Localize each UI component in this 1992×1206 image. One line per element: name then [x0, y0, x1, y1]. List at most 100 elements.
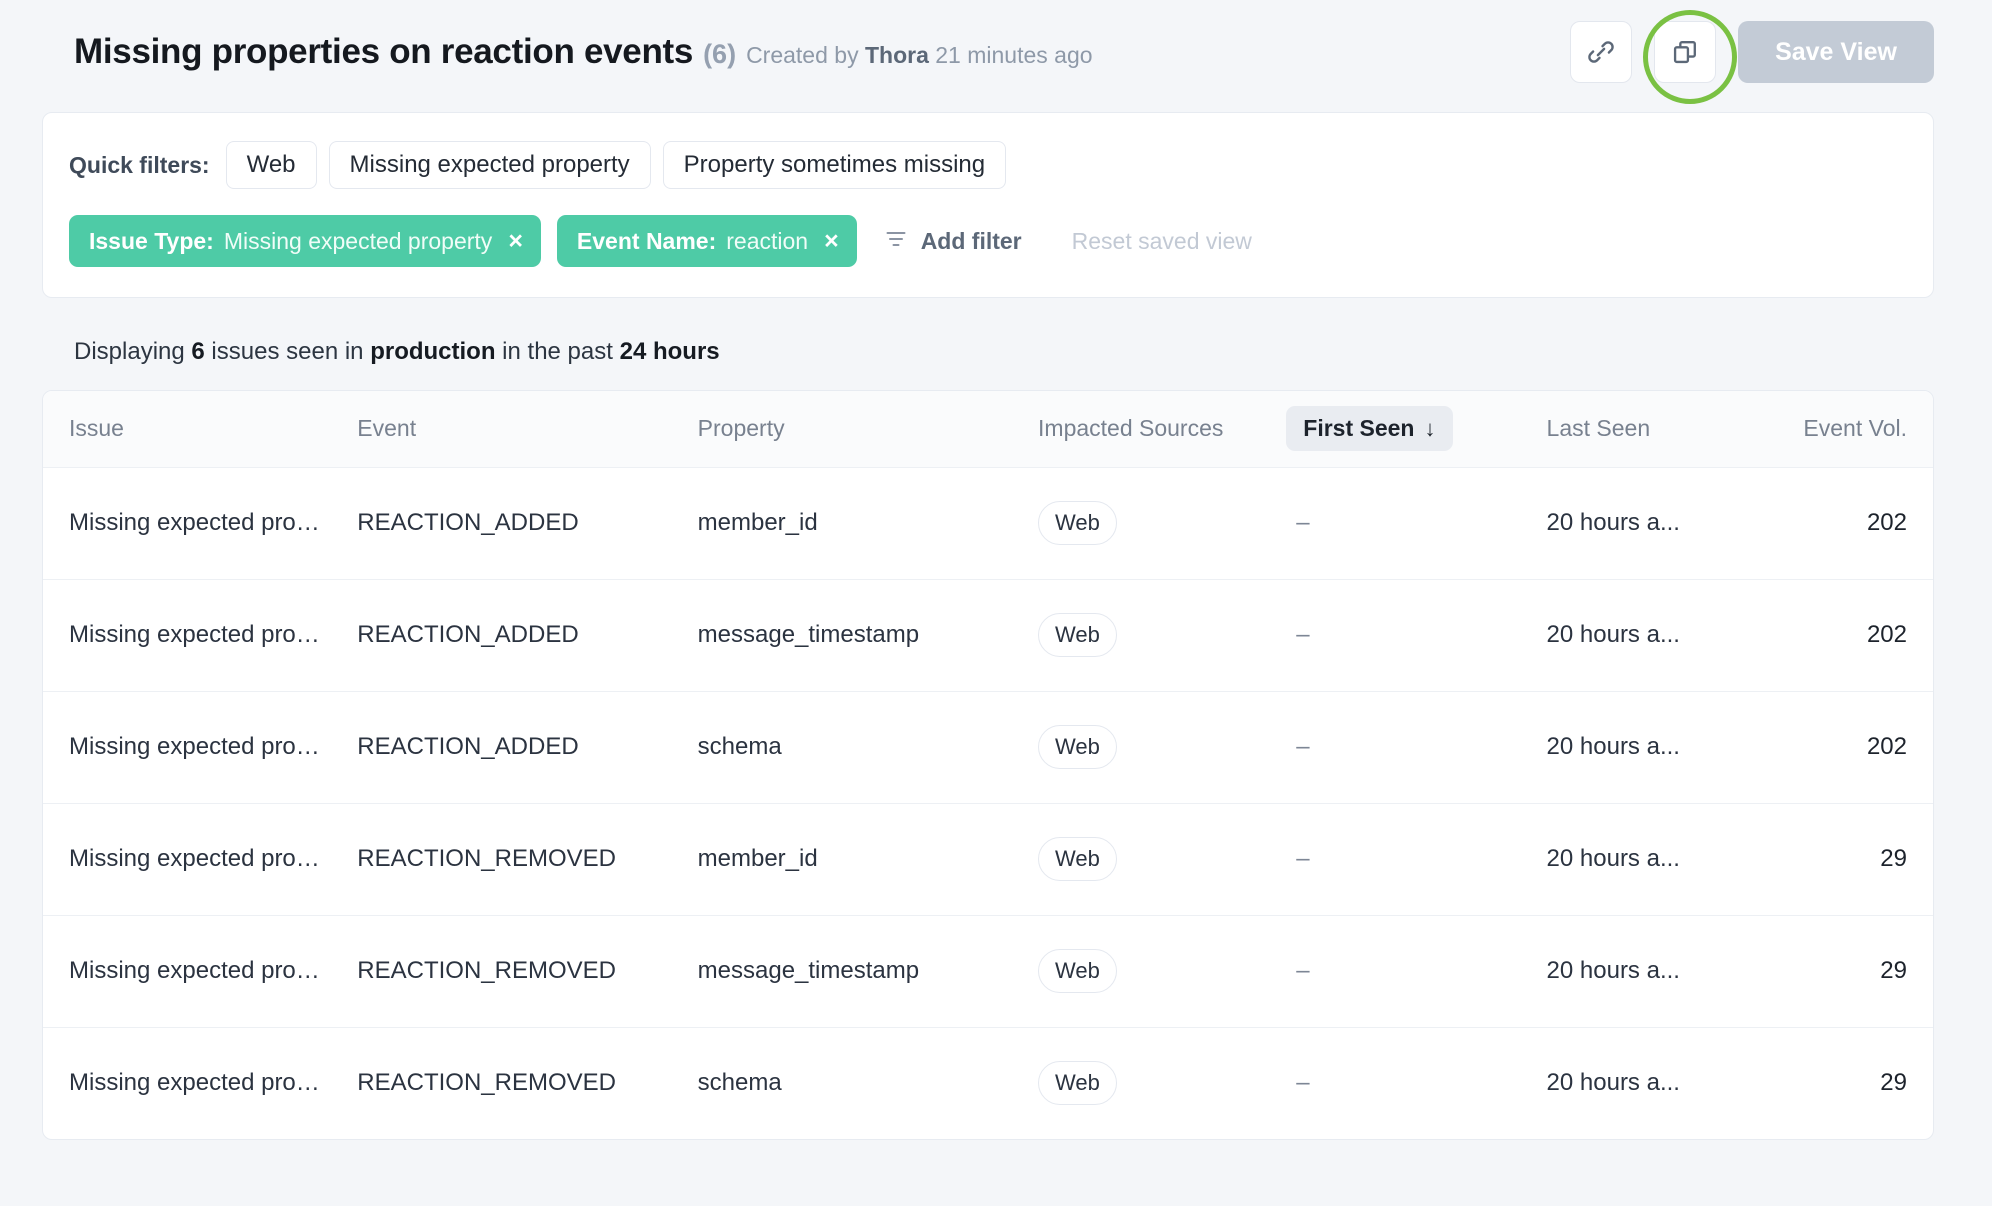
column-header-last-seen[interactable]: Last Seen: [1546, 415, 1651, 442]
source-tag: Web: [1038, 725, 1117, 769]
table-header-row: Issue Event Property Impacted Sources Fi…: [43, 391, 1933, 467]
cell-last-seen: 20 hours a...: [1546, 1069, 1680, 1097]
quick-filter-web[interactable]: Web: [225, 141, 317, 189]
link-icon: [1586, 37, 1616, 67]
cell-last-seen: 20 hours a...: [1546, 621, 1680, 648]
table-row[interactable]: Missing expected property REACTION_REMOV…: [43, 803, 1933, 915]
cell-property: member_id: [697, 845, 818, 872]
cell-last-seen: 20 hours a...: [1546, 845, 1680, 872]
column-header-first-seen-label: First Seen: [1303, 415, 1415, 442]
duplicate-view-button[interactable]: [1643, 10, 1737, 104]
cell-first-seen: –: [1296, 733, 1310, 760]
active-filter-event-name[interactable]: Event Name: reaction ×: [556, 215, 857, 267]
cell-event-volume: 29: [1880, 957, 1907, 984]
source-tag: Web: [1038, 501, 1117, 545]
header-actions: Save View: [1570, 10, 1934, 104]
source-tag: Web: [1038, 949, 1117, 993]
created-by-prefix: Created by: [746, 42, 859, 68]
cell-impacted-sources: Web: [1012, 691, 1270, 803]
summary-environment: production: [370, 338, 496, 365]
cell-event-volume: 202: [1866, 621, 1907, 648]
cell-impacted-sources: Web: [1012, 467, 1270, 579]
cell-property: member_id: [697, 509, 818, 536]
column-header-event[interactable]: Event: [357, 415, 417, 442]
active-filter-event-name-value: reaction: [726, 227, 809, 254]
summary-middle: issues seen in: [211, 338, 364, 365]
cell-event-volume: 29: [1880, 845, 1907, 872]
quick-filters-label: Quick filters:: [69, 151, 210, 178]
cell-property: schema: [697, 1069, 782, 1097]
created-by-time: 21 minutes ago: [935, 42, 1093, 68]
cell-issue: Missing expected property: [69, 1069, 332, 1097]
cell-issue: Missing expected property: [69, 621, 332, 648]
summary-count: 6: [191, 338, 205, 365]
cell-impacted-sources: Web: [1012, 803, 1270, 915]
table-row[interactable]: Missing expected property REACTION_ADDED…: [43, 691, 1933, 803]
summary-tail: in the past: [502, 338, 613, 365]
active-filter-issue-type-value: Missing expected property: [223, 227, 493, 254]
remove-filter-issue-type-icon[interactable]: ×: [508, 226, 523, 255]
column-header-first-seen-pill[interactable]: First Seen ↓: [1286, 406, 1453, 452]
cell-event-volume: 29: [1880, 1069, 1907, 1097]
table-row[interactable]: Missing expected property REACTION_REMOV…: [43, 1027, 1933, 1139]
reset-saved-view-button[interactable]: Reset saved view: [1071, 227, 1252, 254]
table-row[interactable]: Missing expected property REACTION_ADDED…: [43, 467, 1933, 579]
source-tag: Web: [1038, 613, 1117, 657]
cell-event: REACTION_ADDED: [357, 509, 579, 536]
column-header-impacted-sources[interactable]: Impacted Sources: [1038, 415, 1224, 442]
cell-issue: Missing expected property: [69, 957, 332, 984]
summary-prefix: Displaying: [74, 338, 185, 365]
source-tag: Web: [1038, 1061, 1117, 1106]
cell-issue: Missing expected property: [69, 845, 332, 872]
cell-first-seen: –: [1296, 509, 1310, 536]
table-head: Issue Event Property Impacted Sources Fi…: [43, 391, 1933, 467]
add-filter-label: Add filter: [920, 227, 1022, 254]
cell-last-seen: 20 hours a...: [1546, 957, 1680, 984]
created-by-meta: Created by Thora 21 minutes ago: [746, 42, 1092, 69]
save-view-button[interactable]: Save View: [1738, 21, 1934, 83]
column-header-issue[interactable]: Issue: [69, 415, 124, 442]
cell-event: REACTION_ADDED: [357, 621, 579, 648]
cell-property: message_timestamp: [697, 957, 920, 984]
filter-icon: [883, 227, 909, 256]
active-filter-event-name-key: Event Name:: [576, 227, 717, 254]
cell-property: schema: [697, 733, 782, 760]
cell-event: REACTION_ADDED: [357, 733, 579, 760]
cell-event: REACTION_REMOVED: [357, 1069, 616, 1097]
cell-impacted-sources: Web: [1012, 915, 1270, 1027]
table-row[interactable]: Missing expected property REACTION_REMOV…: [43, 915, 1933, 1027]
issues-table: Issue Event Property Impacted Sources Fi…: [43, 391, 1933, 1139]
quick-filter-property-sometimes-missing[interactable]: Property sometimes missing: [662, 141, 1007, 189]
cell-impacted-sources: Web: [1012, 579, 1270, 691]
active-filter-issue-type[interactable]: Issue Type: Missing expected property ×: [69, 215, 541, 267]
cell-event-volume: 202: [1866, 509, 1907, 536]
table-body: Missing expected property REACTION_ADDED…: [43, 467, 1933, 1139]
add-filter-button[interactable]: Add filter: [883, 227, 1022, 256]
cell-event: REACTION_REMOVED: [357, 957, 616, 984]
column-header-event-volume[interactable]: Event Vol.: [1803, 415, 1907, 442]
column-header-first-seen[interactable]: First Seen ↓: [1270, 391, 1520, 467]
cell-first-seen: –: [1296, 1069, 1310, 1097]
cell-issue: Missing expected property: [69, 733, 332, 760]
active-filter-issue-type-key: Issue Type:: [89, 227, 214, 254]
issues-table-card: Issue Event Property Impacted Sources Fi…: [42, 390, 1934, 1140]
cell-event: REACTION_REMOVED: [357, 845, 616, 872]
quick-filters-row: Quick filters: Web Missing expected prop…: [69, 141, 1907, 189]
results-summary: Displaying 6 issues seen in production i…: [74, 338, 1992, 366]
quick-filter-missing-expected-property[interactable]: Missing expected property: [328, 141, 651, 189]
page-header: Missing properties on reaction events (6…: [0, 0, 1992, 104]
active-filters-row: Issue Type: Missing expected property × …: [69, 215, 1907, 267]
copy-link-button[interactable]: [1570, 21, 1632, 83]
source-tag: Web: [1038, 837, 1117, 881]
page-title: Missing properties on reaction events: [74, 32, 694, 71]
table-row[interactable]: Missing expected property REACTION_ADDED…: [43, 579, 1933, 691]
column-header-property[interactable]: Property: [697, 415, 785, 442]
cell-issue: Missing expected property: [69, 509, 332, 536]
issue-count: (6): [703, 39, 737, 69]
cell-first-seen: –: [1296, 621, 1310, 648]
filter-panel: Quick filters: Web Missing expected prop…: [42, 112, 1934, 298]
cell-first-seen: –: [1296, 957, 1310, 984]
remove-filter-event-name-icon[interactable]: ×: [824, 226, 839, 255]
cell-first-seen: –: [1296, 845, 1310, 872]
